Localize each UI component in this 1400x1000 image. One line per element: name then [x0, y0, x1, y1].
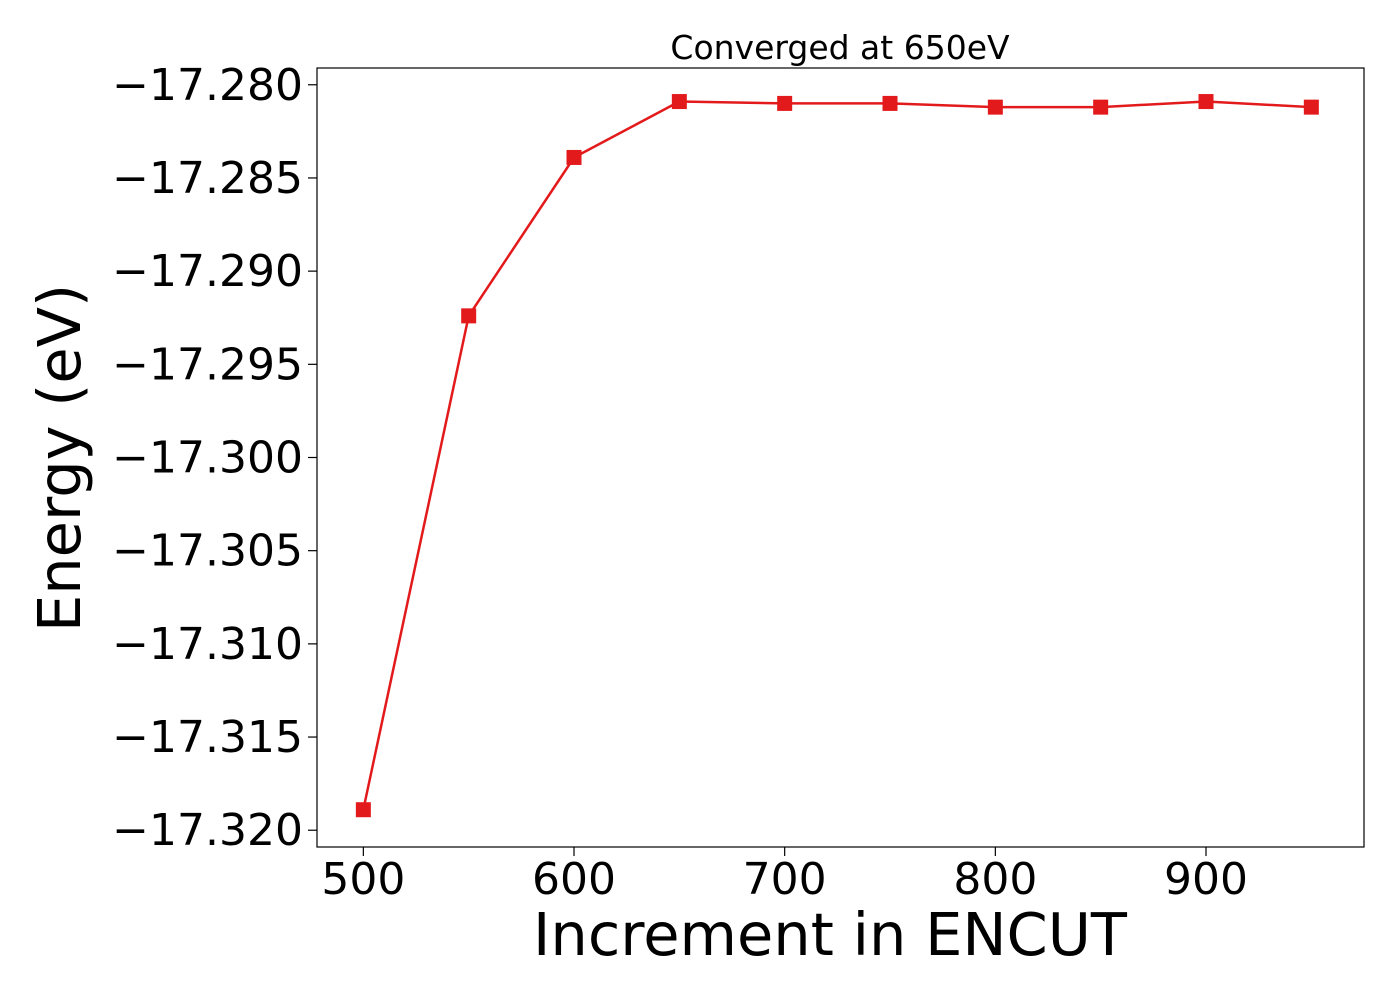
- y-tick-label: −17.300: [112, 433, 303, 484]
- x-axis: 500 600 700 800 900: [321, 847, 1248, 905]
- y-tick-label: −17.290: [112, 246, 303, 297]
- data-point-marker: [882, 95, 898, 111]
- y-axis: −17.280 −17.285 −17.290 −17.295 −17.300 −17.3…: [112, 60, 317, 856]
- series-layer: [355, 94, 1319, 818]
- y-tick-label: −17.315: [112, 712, 303, 763]
- x-tick-label: 800: [953, 854, 1037, 905]
- y-tick-label: −17.320: [112, 805, 303, 856]
- data-point-marker: [671, 94, 687, 110]
- series-line: [362, 100, 1312, 810]
- data-point-marker: [566, 149, 582, 165]
- y-axis-title: Energy (eV): [25, 284, 94, 632]
- y-tick-label: −17.305: [112, 526, 303, 577]
- data-point-marker: [1303, 99, 1319, 115]
- data-point-marker: [1093, 99, 1109, 115]
- x-tick-label: 600: [532, 854, 616, 905]
- x-axis-title: Increment in ENCUT: [533, 900, 1128, 969]
- x-tick-label: 500: [321, 854, 405, 905]
- y-tick-label: −17.295: [112, 339, 303, 390]
- y-tick-label: −17.310: [112, 619, 303, 670]
- data-point-marker: [355, 802, 371, 818]
- chart-title: Converged at 650eV: [670, 28, 1010, 67]
- data-point-marker: [461, 308, 477, 324]
- y-tick-label: −17.285: [112, 153, 303, 204]
- plot-area: [316, 67, 1365, 848]
- x-tick-label: 900: [1164, 854, 1248, 905]
- data-point-marker: [987, 99, 1003, 115]
- y-tick-label: −17.280: [112, 60, 303, 111]
- data-point-marker: [1198, 94, 1214, 110]
- x-tick-label: 700: [743, 854, 827, 905]
- data-point-marker: [777, 95, 793, 111]
